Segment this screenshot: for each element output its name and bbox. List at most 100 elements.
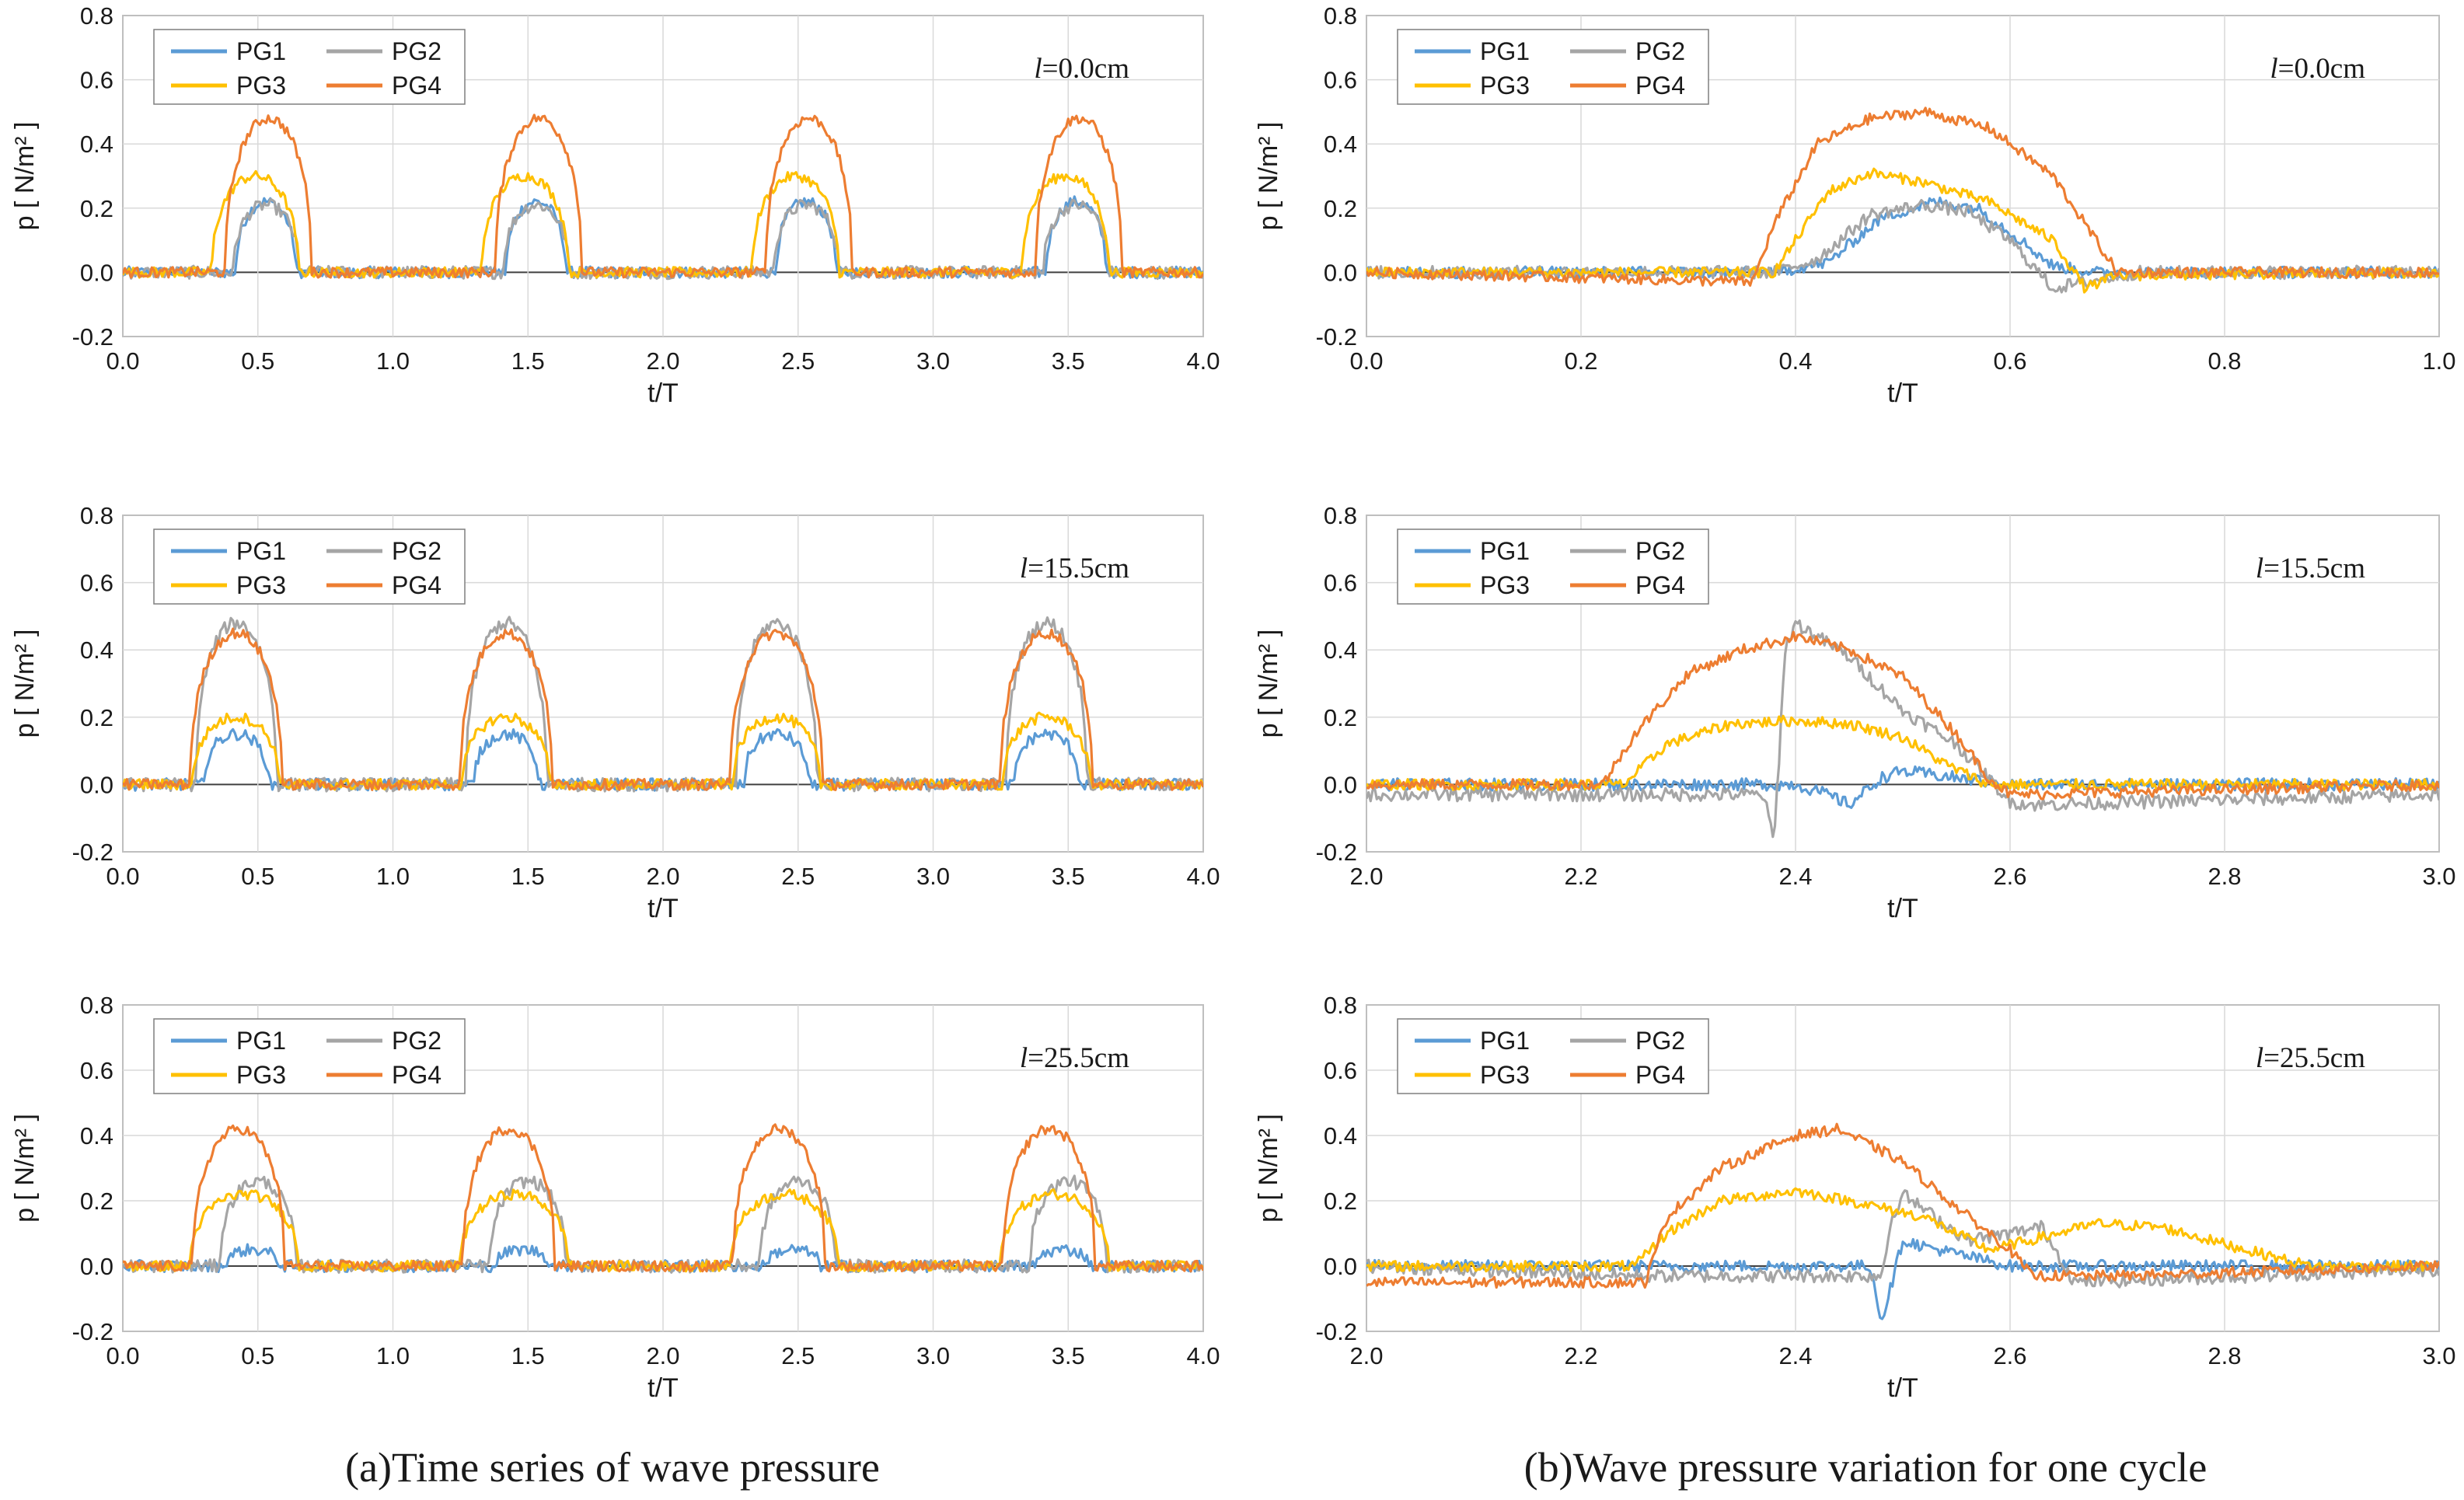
- x-tick-label: 4.0: [1186, 347, 1220, 375]
- legend-label-pg1: PG1: [236, 537, 286, 565]
- caption-right: (b)Wave pressure variation for one cycle: [1524, 1444, 2207, 1491]
- y-tick-label: 0.6: [1324, 67, 1357, 94]
- x-tick-label: 1.0: [376, 863, 410, 890]
- y-tick-label: 0.0: [1324, 259, 1357, 286]
- x-tick-label: 2.8: [2207, 863, 2241, 890]
- legend-label-pg4: PG4: [1635, 1061, 1685, 1089]
- legend-label-pg4: PG4: [1635, 72, 1685, 99]
- x-tick-label: 0.8: [2207, 347, 2241, 375]
- x-tick-label: 3.0: [916, 1342, 950, 1369]
- y-tick-label: 0.2: [80, 195, 113, 222]
- x-tick-label: 0.4: [1778, 347, 1812, 375]
- legend-label-pg1: PG1: [236, 1027, 286, 1055]
- x-tick-label: 2.6: [1993, 863, 2026, 890]
- y-tick-label: 0.2: [1324, 704, 1357, 731]
- y-axis-label: p [ N/m² ]: [10, 1114, 40, 1223]
- legend-label-pg3: PG3: [236, 72, 286, 99]
- annotation-symbol: l: [1020, 1042, 1028, 1074]
- x-tick-label: 1.5: [511, 347, 545, 375]
- x-tick-label: 4.0: [1186, 863, 1220, 890]
- y-tick-label: 0.0: [1324, 1253, 1357, 1280]
- annotation-symbol: l: [2256, 1042, 2263, 1074]
- legend-label-pg2: PG2: [1635, 537, 1685, 565]
- x-tick-label: 1.5: [511, 1342, 545, 1369]
- y-tick-label: 0.2: [1324, 1188, 1357, 1215]
- chart-panel-a3: -0.20.00.20.40.60.80.0 0.5 1.0 1.5 2.0 2.5 3.0…: [10, 992, 1220, 1403]
- series-line-pg4: [1366, 1122, 2439, 1289]
- annotation-value: =25.5cm: [2263, 1042, 2365, 1074]
- x-tick-label: 2.5: [781, 1342, 815, 1369]
- legend-label-pg2: PG2: [1635, 1027, 1685, 1055]
- legend-label-pg2: PG2: [392, 37, 441, 65]
- y-tick-label: 0.2: [80, 704, 113, 731]
- annotation-symbol: l: [1020, 553, 1028, 584]
- legend-label-pg4: PG4: [1635, 571, 1685, 599]
- x-tick-label: 2.2: [1564, 1342, 1597, 1369]
- legend-label-pg3: PG3: [1480, 72, 1530, 99]
- legend-label-pg4: PG4: [392, 72, 441, 99]
- series-line-pg4: [1366, 106, 2439, 287]
- legend-label-pg3: PG3: [236, 1061, 286, 1089]
- y-tick-label: 0.4: [1324, 1122, 1357, 1149]
- y-tick-label: 0.0: [80, 259, 113, 286]
- y-tick-label: 0.0: [80, 1253, 113, 1280]
- y-tick-label: 0.6: [80, 67, 113, 94]
- x-axis-label: t/T: [647, 894, 679, 923]
- series-line-pg3: [1366, 167, 2439, 294]
- series-line-pg2: [1366, 619, 2439, 839]
- panel-annotation: l=25.5cm: [2256, 1042, 2365, 1074]
- x-tick-label: 0.0: [106, 347, 139, 375]
- x-tick-label: 2.4: [1778, 1342, 1812, 1369]
- chart-panel-b1: -0.20.00.20.40.60.80.0 0.2 0.4 0.6 0.8 1.0t/T…: [1254, 2, 2456, 408]
- legend-box: [1397, 1018, 1709, 1094]
- x-tick-label: 2.0: [1349, 863, 1383, 890]
- x-tick-label: 1.0: [2422, 347, 2455, 375]
- y-tick-label: -0.2: [72, 1318, 113, 1345]
- x-tick-label: 4.0: [1186, 1342, 1220, 1369]
- x-tick-label: 2.0: [1349, 1342, 1383, 1369]
- x-tick-label: 3.0: [916, 347, 950, 375]
- legend-label-pg4: PG4: [392, 1061, 441, 1089]
- y-tick-label: -0.2: [72, 839, 113, 866]
- x-tick-label: 0.0: [106, 863, 139, 890]
- x-tick-label: 1.0: [376, 347, 410, 375]
- x-tick-label: 2.6: [1993, 1342, 2026, 1369]
- x-axis-label: t/T: [647, 378, 679, 408]
- x-tick-label: 0.6: [1993, 347, 2026, 375]
- legend-label-pg2: PG2: [392, 1027, 441, 1055]
- y-tick-label: 0.2: [1324, 195, 1357, 222]
- series-line-pg4: [123, 627, 1203, 791]
- x-tick-label: 2.5: [781, 863, 815, 890]
- y-axis-label: p [ N/m² ]: [10, 122, 40, 231]
- y-tick-label: 0.0: [1324, 771, 1357, 798]
- y-tick-label: 0.4: [1324, 637, 1357, 664]
- annotation-symbol: l: [2270, 53, 2277, 85]
- y-tick-label: 0.8: [80, 992, 113, 1019]
- panel-annotation: l=0.0cm: [1034, 53, 1129, 85]
- x-tick-label: 0.0: [1349, 347, 1383, 375]
- y-tick-label: 0.6: [1324, 1057, 1357, 1084]
- annotation-value: =0.0cm: [1042, 53, 1130, 85]
- caption-left: (a)Time series of wave pressure: [345, 1444, 880, 1491]
- y-tick-label: 0.0: [80, 771, 113, 798]
- y-tick-label: 0.6: [80, 1057, 113, 1084]
- panel-annotation: l=0.0cm: [2270, 53, 2365, 85]
- y-axis-label: p [ N/m² ]: [1254, 1114, 1283, 1223]
- x-axis-label: t/T: [1887, 1373, 1918, 1403]
- x-tick-label: 3.0: [2422, 863, 2455, 890]
- legend-box: [153, 1018, 466, 1094]
- y-tick-label: 0.4: [80, 1122, 113, 1149]
- chart-panel-b3: -0.2 0.0 0.2 0.4 0.6 0.8 2.0 2.2 2.4 2.6 2.8 3.0 t/T…: [1254, 992, 2456, 1403]
- y-tick-label: 0.8: [80, 502, 113, 529]
- panel-annotation: l=15.5cm: [2256, 553, 2365, 584]
- series-line-pg3: [1366, 1187, 2439, 1273]
- legend-label-pg3: PG3: [236, 571, 286, 599]
- x-axis-label: t/T: [647, 1373, 679, 1403]
- panel-annotation: l=25.5cm: [1020, 1042, 1129, 1074]
- chart-panel-a1: -0.20.00.20.40.60.80.0 0.5 1.0 1.5 2.0 2.5 3.0…: [10, 2, 1220, 408]
- x-axis-label: t/T: [1887, 894, 1918, 923]
- y-tick-label: 0.8: [1324, 502, 1357, 529]
- annotation-value: =15.5cm: [1028, 553, 1129, 584]
- y-tick-label: 0.8: [1324, 2, 1357, 30]
